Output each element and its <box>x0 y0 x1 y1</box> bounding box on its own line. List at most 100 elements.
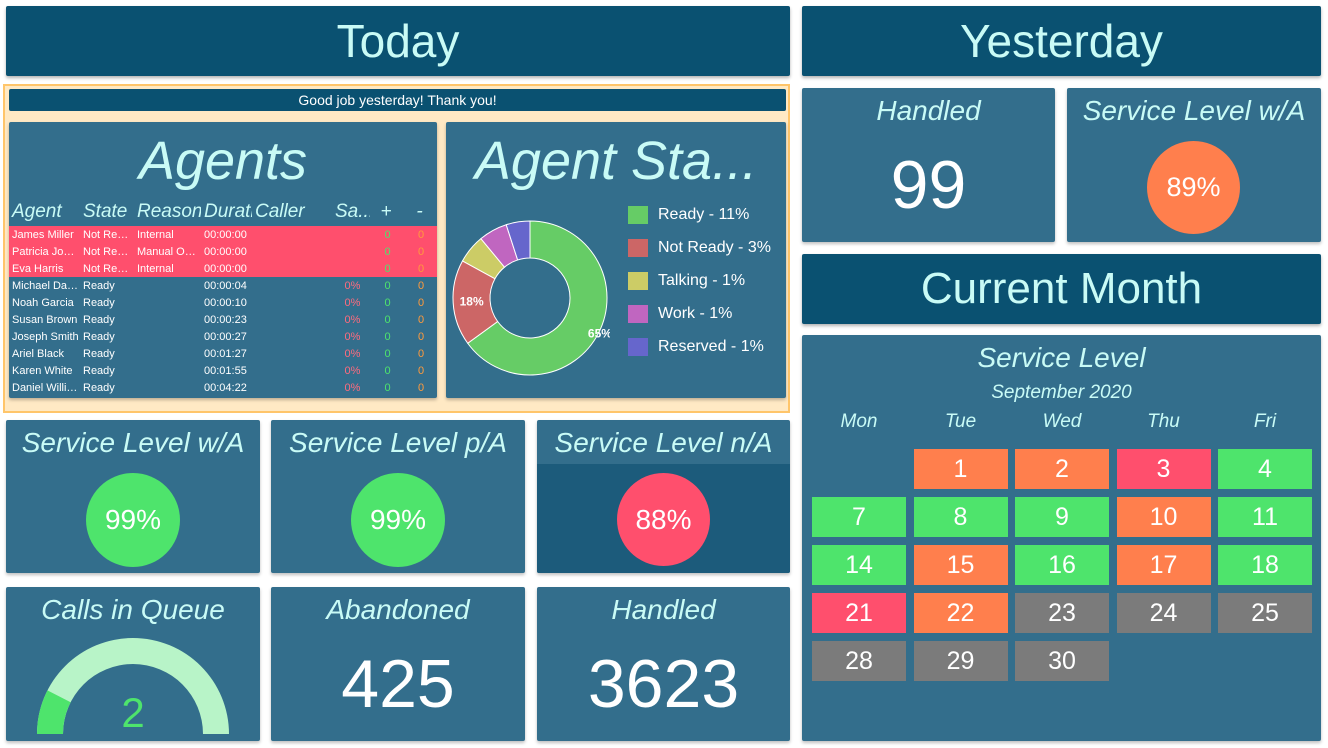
agent-plus: 0 <box>384 381 391 394</box>
calendar-day[interactable]: 15 <box>913 545 1008 585</box>
calendar-day[interactable]: 2 <box>1015 449 1109 489</box>
calendar-day[interactable]: 14 <box>812 545 906 585</box>
agent-minus: 0 <box>417 296 425 309</box>
agent-row[interactable]: Joseph Smith Ready 00:00:27 0% 0 0 <box>9 328 437 345</box>
calendar-day[interactable]: 22 <box>913 593 1008 633</box>
col-duration[interactable]: Duration <box>204 201 252 222</box>
agent-caller <box>252 277 332 294</box>
agent-reason: Manual Outbound <box>134 243 201 260</box>
calendar-day[interactable]: 7 <box>812 497 906 537</box>
agent-caller <box>252 311 332 328</box>
agent-plus: 0 <box>384 347 391 360</box>
calendar-day[interactable]: 30 <box>1015 641 1109 681</box>
col-caller[interactable]: Caller <box>255 201 305 222</box>
agent-sa <box>332 226 370 243</box>
agent-name: Patricia Johnson <box>9 243 80 260</box>
agent-plus: 0 <box>384 313 391 326</box>
agent-row[interactable]: Eva Harris Not Ready Internal 00:00:00 0 0 <box>9 260 437 277</box>
agent-row[interactable]: James Miller Not Ready Internal 00:00:00 0 0 <box>9 226 437 243</box>
calendar-day[interactable]: 3 <box>1116 449 1211 489</box>
agent-reason: Internal <box>134 260 201 277</box>
weekday-header: Wed <box>1042 411 1082 432</box>
calls-in-queue-tile: Calls in Queue 2 <box>6 587 260 741</box>
handled-today-title: Handled <box>611 594 716 625</box>
agent-caller <box>252 345 332 362</box>
agent-sa <box>332 243 370 260</box>
agents-title: Agents <box>138 131 308 191</box>
agent-state: Ready <box>83 296 115 309</box>
agent-sa: 0% <box>344 330 361 343</box>
calendar-day[interactable]: 1 <box>913 449 1008 489</box>
col-plus[interactable]: + <box>380 201 392 222</box>
abandoned-value: 425 <box>341 646 455 722</box>
sl-wa-yesterday-circle: 89% <box>1147 141 1240 234</box>
calendar-day[interactable]: 29 <box>913 641 1008 681</box>
legend-swatch <box>628 238 648 257</box>
legend-item[interactable]: Reserved - 1% <box>628 330 771 363</box>
agent-state: Ready <box>83 313 115 326</box>
donut-slice-reserved[interactable] <box>505 220 531 261</box>
weekday-header: Fri <box>1253 411 1277 432</box>
handled-yesterday-title: Handled <box>876 95 981 126</box>
agent-state: Not Ready <box>80 260 134 277</box>
calendar-day[interactable]: 28 <box>812 641 906 681</box>
col-state[interactable]: State <box>83 201 128 222</box>
agent-sa: 0% <box>344 347 361 360</box>
calendar-day[interactable]: 21 <box>812 593 906 633</box>
calls-in-queue-value: 2 <box>121 689 145 736</box>
agent-row[interactable]: Michael Davis Ready 00:00:04 0% 0 0 <box>9 277 437 294</box>
calendar-day[interactable]: 25 <box>1218 593 1312 633</box>
sl-pa-tile: Service Level p/A 99% <box>271 420 525 573</box>
agent-minus: 0 <box>417 381 425 394</box>
current-month-header-label: Current Month <box>920 264 1203 313</box>
sl-na-value: 88% <box>635 503 692 535</box>
agent-row[interactable]: Susan Brown Ready 00:00:23 0% 0 0 <box>9 311 437 328</box>
agent-sa: 0% <box>344 313 361 326</box>
col-agent[interactable]: Agent <box>12 201 62 222</box>
agent-name: Karen White <box>12 364 73 377</box>
col-minus[interactable]: - <box>416 201 423 222</box>
agent-plus: 0 <box>370 226 402 243</box>
calendar-day[interactable]: 24 <box>1116 593 1211 633</box>
handled-today-value: 3623 <box>587 646 740 722</box>
legend-item[interactable]: Talking - 1% <box>628 264 771 297</box>
sl-wa-title: Service Level w/A <box>21 427 245 458</box>
calendar-day[interactable]: 9 <box>1015 497 1109 537</box>
calendar-day[interactable]: 18 <box>1218 545 1312 585</box>
yesterday-header: Yesterday <box>802 6 1321 76</box>
agent-reason <box>134 277 201 294</box>
agent-row[interactable]: Daniel Williams Ready 00:04:22 0% 0 0 <box>9 379 437 396</box>
agent-duration: 00:00:10 <box>204 296 247 309</box>
calendar-day[interactable]: 8 <box>913 497 1008 537</box>
agent-row[interactable]: Ariel Black Ready 00:01:27 0% 0 0 <box>9 345 437 362</box>
calendar-day[interactable]: 11 <box>1218 497 1312 537</box>
banner: Good job yesterday! Thank you! <box>9 89 786 111</box>
sl-na-circle: 88% <box>617 473 710 566</box>
calendar-day[interactable]: 16 <box>1015 545 1109 585</box>
calendar-day[interactable]: 4 <box>1218 449 1312 489</box>
legend-item[interactable]: Ready - 11% <box>628 198 771 231</box>
calendar-day[interactable]: 23 <box>1015 593 1109 633</box>
handled-yesterday-tile: Handled 99 <box>802 88 1055 242</box>
legend-item[interactable]: Not Ready - 3% <box>628 231 771 264</box>
calendar-day[interactable]: 10 <box>1116 497 1211 537</box>
weekday-header: Thu <box>1147 411 1180 432</box>
agent-states-legend: Ready - 11% Not Ready - 3% Talking - 1% Wor… <box>628 198 771 363</box>
calls-in-queue-title: Calls in Queue <box>41 594 225 625</box>
legend-swatch <box>628 271 648 290</box>
legend-item[interactable]: Work - 1% <box>628 297 771 330</box>
donut-label: 65% <box>588 327 610 341</box>
agent-row[interactable]: Noah Garcia Ready 00:00:10 0% 0 0 <box>9 294 437 311</box>
sl-na-title: Service Level n/A <box>554 427 773 458</box>
agent-row[interactable]: Karen White Ready 00:01:55 0% 0 0 <box>9 362 437 379</box>
agent-caller <box>252 328 332 345</box>
agent-minus: 0 <box>417 347 425 360</box>
donut-slice-ready[interactable] <box>467 220 608 376</box>
calendar-day[interactable]: 17 <box>1116 545 1211 585</box>
agent-state: Ready <box>83 279 115 292</box>
col-reason[interactable]: Reason <box>137 201 201 222</box>
agent-reason <box>134 311 201 328</box>
col-sa[interactable]: Sa... <box>335 201 370 222</box>
agent-duration: 00:00:04 <box>204 279 247 292</box>
